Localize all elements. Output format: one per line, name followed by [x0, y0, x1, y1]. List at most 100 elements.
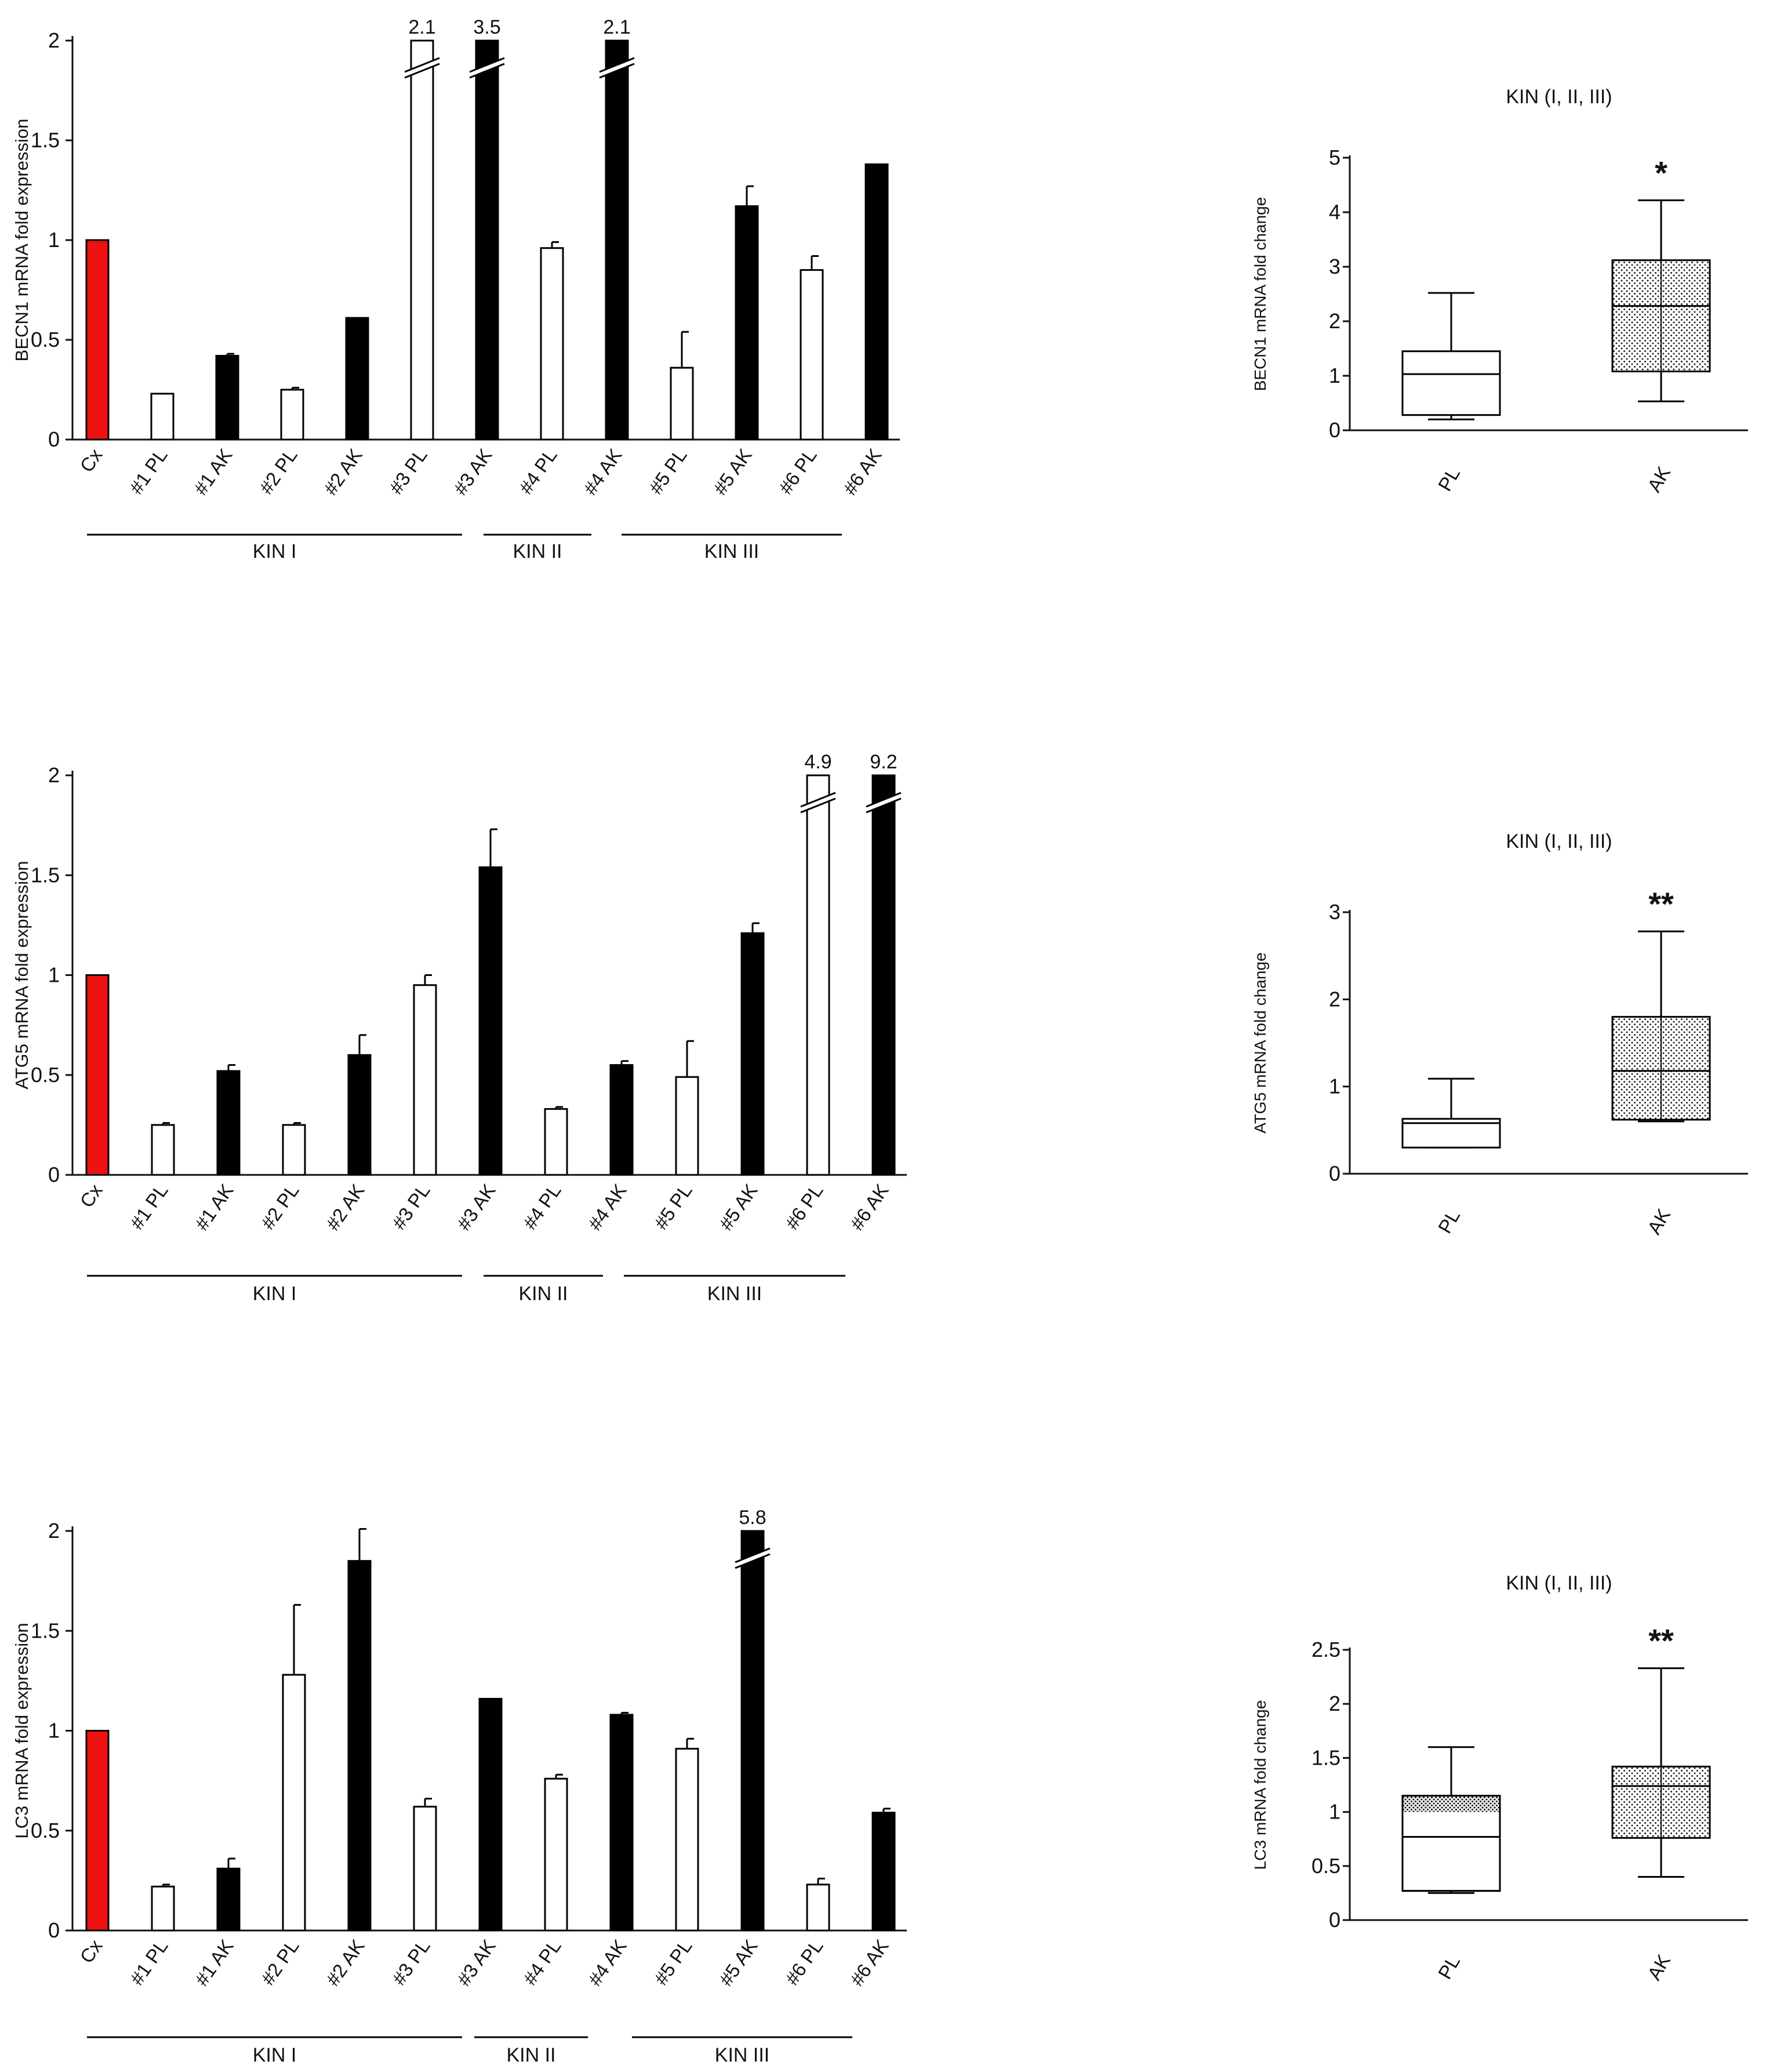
y-axis-label: BECN1 mRNA fold expression — [12, 119, 32, 362]
group-label: KIN I — [253, 2044, 297, 2066]
break-gap — [406, 58, 438, 78]
bar — [85, 239, 110, 441]
bar — [735, 205, 759, 441]
group-label: KIN III — [715, 2044, 769, 2066]
y-tick-label: 0 — [48, 1163, 60, 1186]
bar — [347, 1560, 372, 1932]
bar — [282, 1674, 306, 1932]
y-axis-label: LC3 mRNA fold change — [1251, 1700, 1269, 1870]
chart-title: KIN (I, II, III) — [1506, 830, 1612, 852]
bar — [282, 1124, 306, 1176]
break-value-label: 2.1 — [603, 16, 630, 38]
x-tick-label: #3 PL — [388, 1180, 434, 1233]
x-tick-label: #2 AK — [322, 1180, 369, 1234]
bar — [740, 1530, 765, 1932]
y-axis-label: ATG5 mRNA fold expression — [12, 861, 32, 1090]
y-tick-label: 3 — [1329, 255, 1340, 278]
x-tick-label: AK — [1643, 463, 1674, 496]
x-tick-label: #6 AK — [846, 1180, 893, 1234]
break-value-label: 3.5 — [473, 16, 500, 38]
box-shade — [1403, 1795, 1500, 1812]
x-tick-label: #6 PL — [775, 445, 821, 498]
x-tick-label: #1 AK — [190, 445, 237, 499]
bar — [151, 1885, 175, 1932]
bar — [544, 1108, 568, 1176]
y-tick-label: 1 — [1329, 1075, 1340, 1098]
x-tick-label: #6 PL — [781, 1180, 827, 1233]
y-tick-label: 0 — [1329, 1908, 1340, 1932]
break-mark — [599, 57, 635, 73]
x-tick-label: #2 PL — [257, 1180, 303, 1233]
bar — [740, 932, 765, 1176]
x-tick-label: #3 AK — [453, 1180, 500, 1234]
bar — [347, 1054, 372, 1176]
x-tick-label: #5 AK — [715, 1936, 762, 1990]
break-mark — [800, 792, 836, 808]
bar — [216, 1070, 241, 1176]
becn1-box-plot: KIN (I, II, III) 0 1 2 3 4 5 BECN1 mRNA fold ch… — [1251, 86, 1748, 496]
group-label: KIN II — [506, 2044, 555, 2066]
bar — [413, 984, 437, 1176]
break-gap — [471, 58, 503, 78]
break-mark — [866, 792, 902, 808]
group-label: KIN II — [518, 1283, 568, 1305]
atg5-bar-chart: 0 0.5 1 1.5 2 ATG5 mRNA fold expression Cx #1 P… — [12, 751, 907, 1305]
x-tick-label: Cx — [75, 444, 107, 476]
x-tick-label: #3 AK — [453, 1936, 500, 1990]
y-tick-label: 2 — [1329, 309, 1340, 333]
break-mark — [404, 57, 440, 73]
x-tick-label: #1 PL — [125, 445, 172, 498]
x-tick-label: Cx — [75, 1180, 107, 1211]
bar — [871, 774, 896, 1176]
y-tick-label: 0.5 — [1311, 1854, 1340, 1878]
x-tick-label: #4 AK — [584, 1180, 631, 1234]
y-tick-label: 0 — [1329, 1162, 1340, 1185]
bar — [150, 393, 175, 441]
bar — [605, 39, 629, 441]
bar — [478, 1697, 503, 1932]
break-mark — [404, 63, 440, 79]
break-value-label: 4.9 — [804, 751, 831, 773]
y-tick-label: 2 — [1329, 987, 1340, 1011]
break-mark — [735, 1553, 771, 1569]
x-tick-label: #6 AK — [846, 1936, 893, 1990]
box — [1401, 350, 1501, 416]
x-tick-label: #2 AK — [319, 445, 366, 499]
bar — [544, 1777, 568, 1932]
bar — [478, 866, 503, 1176]
y-tick-label: 1 — [1329, 364, 1340, 387]
y-tick-label: 2.5 — [1311, 1638, 1340, 1661]
x-tick-label: AK — [1643, 1951, 1674, 1984]
x-tick-label: #2 PL — [255, 445, 301, 498]
y-tick-label: 4 — [1329, 200, 1340, 224]
bar — [675, 1748, 699, 1932]
bar — [413, 1805, 437, 1932]
lc3-box-plot: KIN (I, II, III) 0 0.5 1 1.5 2 2.5 LC3 mRNA fol… — [1251, 1572, 1748, 1984]
y-tick-label: 0.5 — [31, 1063, 60, 1087]
x-tick-label: #1 AK — [191, 1180, 238, 1234]
becn1-bar-chart: 0 0.5 1 1.5 2 BECN1 mRNA fold expression Cx #1 … — [12, 16, 900, 563]
bar — [345, 317, 369, 441]
bar — [806, 1884, 830, 1932]
x-tick-label: #5 PL — [650, 1936, 696, 1989]
bar — [670, 366, 694, 441]
x-tick-label: #4 PL — [519, 1936, 565, 1989]
x-tick-label: #5 PL — [650, 1180, 696, 1233]
y-axis-label: LC3 mRNA fold expression — [12, 1623, 32, 1838]
chart-title: KIN (I, II, III) — [1506, 86, 1612, 108]
x-tick-label: #3 PL — [385, 445, 431, 498]
y-tick-label: 1.5 — [31, 128, 60, 152]
atg5-box-plot: KIN (I, II, III) 0 1 2 3 ATG5 mRNA fold chang… — [1251, 830, 1748, 1238]
break-gap — [802, 793, 834, 812]
x-tick-label: #2 PL — [257, 1936, 303, 1989]
y-tick-label: 1 — [48, 963, 60, 987]
y-tick-label: 3 — [1329, 900, 1340, 924]
break-mark — [599, 63, 635, 79]
x-tick-label: #1 AK — [191, 1936, 238, 1990]
group-label: KIN I — [253, 1283, 297, 1305]
x-tick-label: #1 PL — [126, 1180, 172, 1233]
break-mark — [735, 1547, 771, 1563]
break-value-label: 2.1 — [408, 16, 435, 38]
x-tick-label: #4 AK — [579, 445, 626, 499]
